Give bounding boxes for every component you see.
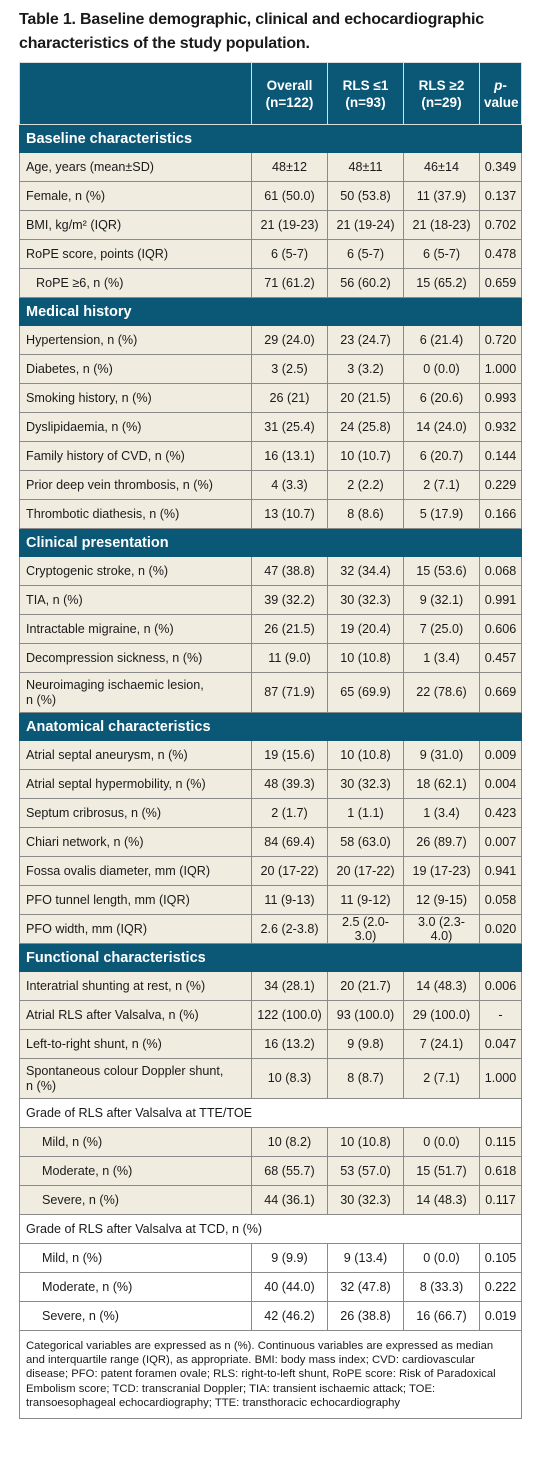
table-row: TIA, n (%) 39 (32.2) 30 (32.3) 9 (32.1) 0.99… <box>19 585 522 615</box>
table-row: Dyslipidaemia, n (%) 31 (25.4) 24 (25.8) 14… <box>19 412 522 442</box>
header-pvalue: p-value <box>479 62 522 125</box>
table-row: Hypertension, n (%) 29 (24.0) 23 (24.7) 6 (… <box>19 325 522 355</box>
characteristics-table: Overall (n=122) RLS ≤1 (n=93) RLS ≥2 (n=29)… <box>19 62 522 1420</box>
table-row: Mild, n (%) 10 (8.2) 10 (10.8) 0 (0.0) 0.115 <box>19 1127 522 1157</box>
header-rls1: RLS ≤1 (n=93) <box>327 62 404 125</box>
subgroup-header: Grade of RLS after Valsalva at TTE/TOE <box>19 1098 522 1128</box>
table-figure: Table 1. Baseline demographic, clinical … <box>19 8 522 1420</box>
section-header: Clinical presentation <box>19 528 522 557</box>
subgroup-header: Grade of RLS after Valsalva at TCD, n (%… <box>19 1214 522 1244</box>
table-row: RoPE score, points (IQR) 6 (5-7) 6 (5-7) 6 … <box>19 239 522 269</box>
table-row: Smoking history, n (%) 26 (21) 20 (21.5) 6 … <box>19 383 522 413</box>
table-row: BMI, kg/m² (IQR) 21 (19-23) 21 (19-24) 21 (… <box>19 210 522 240</box>
table-row: Age, years (mean±SD) 48±12 48±11 46±14 0.349 <box>19 152 522 182</box>
table-row: Thrombotic diathesis, n (%) 13 (10.7) 8 (8… <box>19 499 522 529</box>
table-row: PFO width, mm (IQR) 2.6 (2-3.8) 2.5 (2.0-3… <box>19 914 522 944</box>
table-row: Atrial septal aneurysm, n (%) 19 (15.6) 10… <box>19 740 522 770</box>
table-row: Atrial RLS after Valsalva, n (%) 122 (100… <box>19 1000 522 1030</box>
table-row: PFO tunnel length, mm (IQR) 11 (9-13) 11 (… <box>19 885 522 915</box>
table-row: Severe, n (%) 44 (36.1) 30 (32.3) 14 (48.3)… <box>19 1185 522 1215</box>
caption-line-1: Table 1. Baseline demographic, clinical … <box>19 11 484 28</box>
table-row: Decompression sickness, n (%) 11 (9.0) 10 … <box>19 643 522 673</box>
header-rls2: RLS ≥2 (n=29) <box>403 62 480 125</box>
header-overall: Overall (n=122) <box>251 62 328 125</box>
table-row: Moderate, n (%) 40 (44.0) 32 (47.8) 8 (33.3… <box>19 1272 522 1302</box>
table-row: Atrial septal hypermobility, n (%) 48 (39… <box>19 769 522 799</box>
table-row: Cryptogenic stroke, n (%) 47 (38.8) 32 (34… <box>19 556 522 586</box>
table-row: Family history of CVD, n (%) 16 (13.1) 10 … <box>19 441 522 471</box>
section-header: Medical history <box>19 297 522 326</box>
section-header: Anatomical characteristics <box>19 712 522 741</box>
header-row: Overall (n=122) RLS ≤1 (n=93) RLS ≥2 (n=29)… <box>19 62 522 125</box>
table-row: Septum cribrosus, n (%) 2 (1.7) 1 (1.1) 1 (… <box>19 798 522 828</box>
table-row: Mild, n (%) 9 (9.9) 9 (13.4) 0 (0.0) 0.105 <box>19 1243 522 1273</box>
table-row: Neuroimaging ischaemic lesion, n (%) 87 (7… <box>19 672 522 713</box>
table-row: Intractable migraine, n (%) 26 (21.5) 19 (… <box>19 614 522 644</box>
section-header: Functional characteristics <box>19 943 522 972</box>
table-row: Fossa ovalis diameter, mm (IQR) 20 (17-22… <box>19 856 522 886</box>
table-row: RoPE ≥6, n (%) 71 (61.2) 56 (60.2) 15 (65.2… <box>19 268 522 298</box>
table-row: Female, n (%) 61 (50.0) 50 (53.8) 11 (37.9)… <box>19 181 522 211</box>
header-label-cell <box>19 62 252 125</box>
table-footnote: Categorical variables are expressed as n… <box>19 1329 522 1420</box>
table-caption: Table 1. Baseline demographic, clinical … <box>19 8 522 56</box>
table-row: Chiari network, n (%) 84 (69.4) 58 (63.0) 2… <box>19 827 522 857</box>
table-row: Spontaneous colour Doppler shunt, n (%) 10… <box>19 1058 522 1099</box>
caption-line-2: characteristics of the study population. <box>19 35 310 52</box>
table-row: Left-to-right shunt, n (%) 16 (13.2) 9 (9.… <box>19 1029 522 1059</box>
table-row: Severe, n (%) 42 (46.2) 26 (38.8) 16 (66.7)… <box>19 1301 522 1331</box>
table-row: Moderate, n (%) 68 (55.7) 53 (57.0) 15 (51.… <box>19 1156 522 1186</box>
table-row: Prior deep vein thrombosis, n (%) 4 (3.3)… <box>19 470 522 500</box>
section-header: Baseline characteristics <box>19 124 522 153</box>
table-row: Interatrial shunting at rest, n (%) 34 (2… <box>19 971 522 1001</box>
table-row: Diabetes, n (%) 3 (2.5) 3 (3.2) 0 (0.0) 1.00… <box>19 354 522 384</box>
